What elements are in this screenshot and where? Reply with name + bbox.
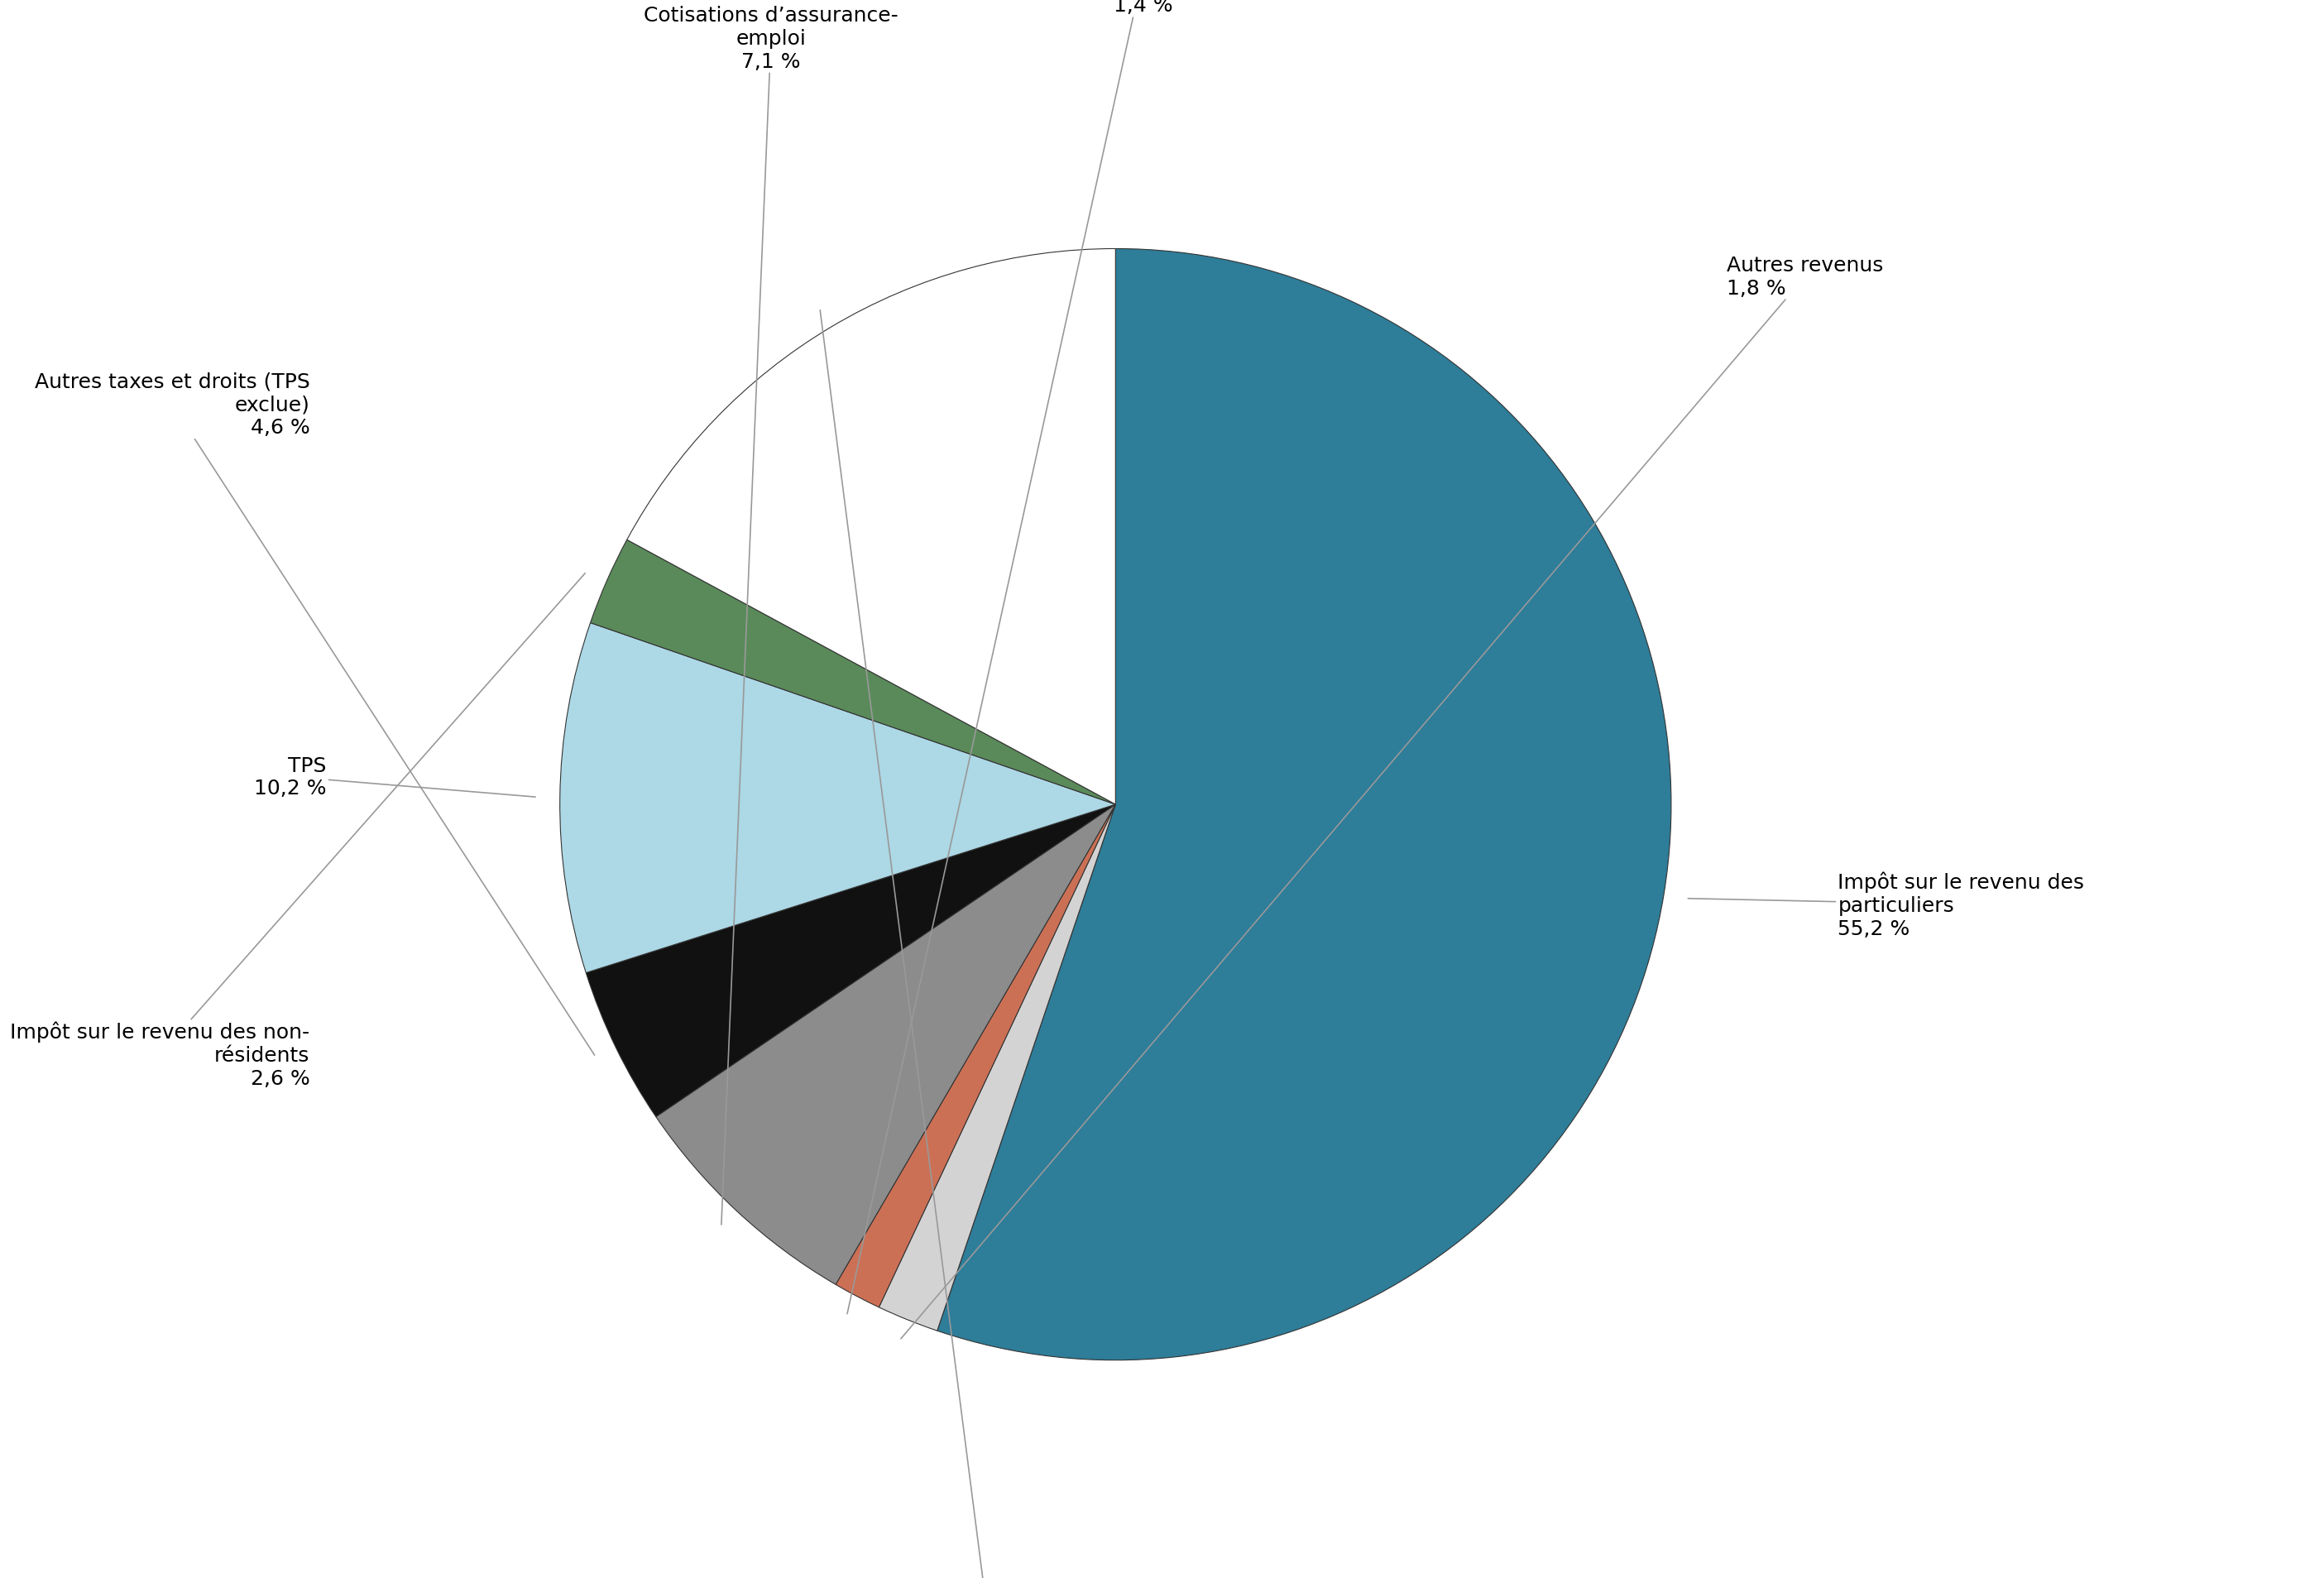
Text: Impôt sur le revenu des
particuliers
55,2 %: Impôt sur le revenu des particuliers 55,… bbox=[1687, 871, 2085, 939]
Text: Impôt sur le revenu des
sociétés
17,1 %: Impôt sur le revenu des sociétés 17,1 % bbox=[820, 311, 1116, 1578]
Text: Impôt sur le revenu des non-
résidents
2,6 %: Impôt sur le revenu des non- résidents 2… bbox=[9, 574, 586, 1089]
Wedge shape bbox=[590, 540, 1116, 805]
Text: Autres revenus
1,8 %: Autres revenus 1,8 % bbox=[902, 256, 1882, 1338]
Wedge shape bbox=[937, 249, 1671, 1360]
Text: Cotisations d’assurance-
emploi
7,1 %: Cotisations d’assurance- emploi 7,1 % bbox=[644, 6, 899, 1225]
Wedge shape bbox=[878, 805, 1116, 1330]
Text: Autres taxes et droits (TPS
exclue)
4,6 %: Autres taxes et droits (TPS exclue) 4,6 … bbox=[35, 372, 595, 1056]
Wedge shape bbox=[837, 805, 1116, 1307]
Wedge shape bbox=[627, 249, 1116, 805]
Text: TPS
10,2 %: TPS 10,2 % bbox=[253, 756, 535, 798]
Wedge shape bbox=[586, 805, 1116, 1117]
Wedge shape bbox=[560, 623, 1116, 974]
Text: Les redevances en
provenance du cadre sur la
tarification de la pollution
1,4 %: Les redevances en provenance du cadre su… bbox=[848, 0, 1285, 1314]
Wedge shape bbox=[655, 805, 1116, 1284]
